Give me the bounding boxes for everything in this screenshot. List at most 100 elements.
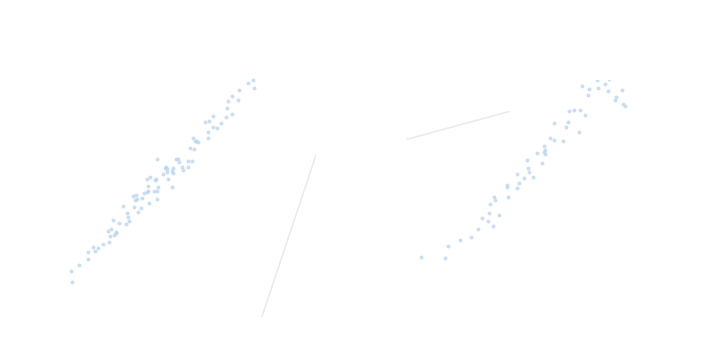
Point [602,88,613,94]
Point [160,165,172,170]
Point [204,118,215,124]
Point [487,223,498,229]
Point [521,157,532,163]
Point [538,143,550,149]
Point [87,244,99,250]
Point [248,85,259,91]
Point [212,125,223,131]
Point [176,164,187,170]
Point [157,171,168,177]
Point [488,194,500,200]
Point [523,165,534,170]
Point [484,201,496,206]
Point [162,169,173,175]
Point [114,221,125,226]
Point [454,237,466,242]
Point [415,254,426,260]
Point [493,212,505,218]
Point [150,176,161,182]
Point [141,176,153,182]
Point [202,135,214,141]
Point [104,239,115,245]
Point [536,160,547,166]
Point [591,77,602,83]
Point [65,268,77,274]
Point [573,130,584,135]
Point [502,184,513,190]
Point [104,233,116,239]
Point [523,169,535,175]
Point [121,221,132,227]
Point [215,120,226,126]
Point [187,135,199,141]
Point [611,94,622,100]
Point [476,215,487,221]
Point [545,135,556,141]
Point [168,165,179,171]
Point [188,146,200,152]
Point [110,229,121,234]
Point [620,103,631,109]
Point [207,114,219,119]
Point [609,97,621,103]
Point [170,156,181,162]
Point [166,168,178,174]
Point [138,190,149,196]
Point [161,166,173,172]
Y-axis label: log $P_{\mathrm{ISDM\_mod}}$: log $P_{\mathrm{ISDM\_mod}}$ [697,154,710,243]
Point [160,165,171,171]
Point [92,245,104,251]
Point [129,197,141,203]
Point [131,195,143,201]
X-axis label: $\Delta E$ (kcal/mol): $\Delta E$ (kcal/mol) [123,14,225,31]
Point [592,85,604,91]
Point [151,196,163,202]
Point [123,218,134,224]
Point [617,87,628,93]
Point [105,226,116,232]
Point [182,164,193,170]
Point [151,156,163,162]
Point [538,149,550,155]
Point [109,232,120,238]
Point [102,229,114,234]
Point [207,124,219,130]
Point [108,217,119,223]
Point [539,151,550,157]
Point [226,93,238,99]
Point [166,184,178,190]
Point [151,189,163,194]
Point [141,189,153,195]
Point [599,81,611,87]
Point [190,138,201,144]
Point [167,170,178,176]
Point [149,177,160,183]
Point [187,158,198,164]
Point [564,108,575,114]
Point [603,76,614,82]
Point [531,150,542,156]
Point [128,193,139,199]
Point [549,137,560,143]
Point [220,114,231,120]
Point [152,184,163,190]
Point [129,204,140,210]
Point [163,177,174,182]
Point [144,175,155,181]
Point [472,226,484,232]
Point [185,145,196,151]
Point [511,185,523,191]
Point [539,147,550,153]
Point [568,107,579,112]
Point [148,189,159,194]
Point [560,124,572,130]
Point [562,119,574,125]
Point [97,241,109,247]
Point [199,119,210,125]
Point [243,80,254,86]
Point [490,197,501,202]
Point [576,83,587,88]
Point [82,249,94,255]
Point [178,167,189,173]
Point [222,98,234,104]
